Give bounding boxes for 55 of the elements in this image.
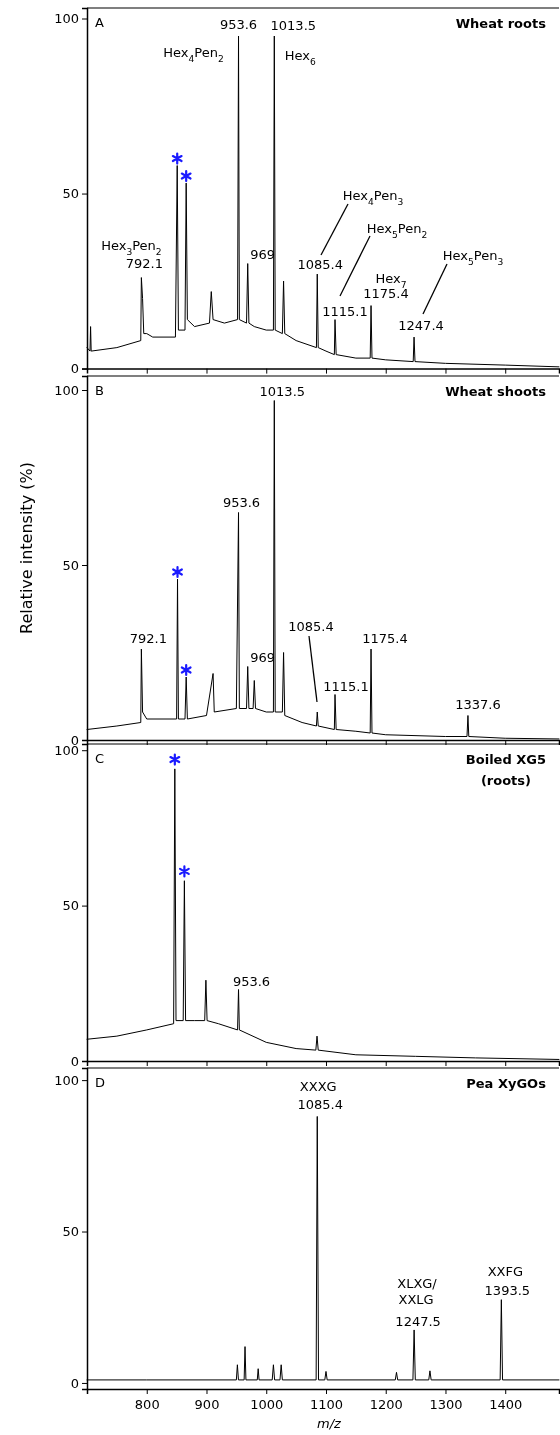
annotation: 953.6: [222, 494, 261, 510]
annotation: 1085.4: [297, 1097, 344, 1113]
annotation: 1085.4: [288, 619, 334, 634]
annotation: XXFG: [487, 1263, 524, 1279]
x-tick-label: 1200: [369, 1396, 403, 1412]
x-tick-label: 1300: [429, 1396, 463, 1412]
annotation: Hex$_{6}$: [284, 48, 317, 68]
x-axis-title: m/z: [317, 1416, 343, 1431]
annotation: 953.6: [232, 973, 271, 989]
y-tick-label: 100: [54, 11, 79, 27]
annotation: Hex$_{4}$Pen$_{2}$: [163, 45, 224, 65]
annotation: 792.1: [125, 255, 163, 271]
annotation: 1085.4: [297, 257, 344, 273]
text: Wheat shoots: [445, 384, 547, 399]
annotation: Hex$_{3}$Pen$_{2}$: [101, 237, 162, 257]
x-tick-label: 1100: [309, 1396, 344, 1412]
text: Wheat roots: [455, 16, 547, 31]
annotation: 1393.5: [484, 1282, 531, 1298]
annotation: 953.6: [219, 17, 258, 33]
annotation: Hex$_{7}$: [375, 270, 407, 290]
y-tick-label: 0: [70, 361, 79, 377]
y-axis-title: Relative intensity (%): [17, 462, 36, 634]
annotation: Hex$_{5}$Pen$_{3}$: [442, 248, 504, 267]
annotation: Hex$_{5}$Pen$_{2}$: [366, 221, 428, 240]
annotation: 1115.1: [323, 678, 369, 694]
y-tick-label: 0: [70, 1375, 79, 1391]
y-tick-label: 100: [54, 382, 79, 398]
annotation: 1247.5: [395, 1313, 441, 1329]
annotation: Hex$_{4}$Pen$_{3}$: [342, 188, 404, 207]
y-tick-label: 50: [62, 898, 79, 914]
x-tick-label: 1400: [489, 1396, 523, 1412]
y-tick-label: 50: [62, 186, 79, 202]
annotation: 1337.6: [455, 696, 501, 712]
annotation: A: [95, 15, 104, 30]
y-tick-label: 100: [54, 1072, 79, 1088]
y-tick-label: 50: [62, 557, 79, 573]
annotation: 1115.1: [322, 303, 368, 319]
annotation: 1175.4: [362, 631, 408, 646]
y-tick-label: 50: [62, 1224, 79, 1240]
annotation: XXXG: [299, 1079, 337, 1095]
annotation: D: [95, 1075, 106, 1090]
x-tick-label: 800: [134, 1396, 160, 1412]
annotation: C: [95, 751, 105, 766]
annotation: XLXG/: [397, 1276, 438, 1291]
annotation: 1013.5: [259, 383, 306, 399]
x-tick-label: 1000: [250, 1396, 284, 1412]
text: Boiled XG5 (roots): [465, 752, 546, 788]
text: Pea XyGOs: [466, 1076, 547, 1091]
x-tick-label: 900: [194, 1396, 220, 1412]
annotation: 1247.4: [398, 318, 444, 334]
annotation: B: [95, 383, 104, 398]
y-tick-label: 0: [70, 1053, 79, 1069]
annotation: 1013.5: [270, 18, 317, 34]
annotation: 792.1: [129, 631, 167, 646]
annotation: XXLG: [398, 1291, 434, 1307]
